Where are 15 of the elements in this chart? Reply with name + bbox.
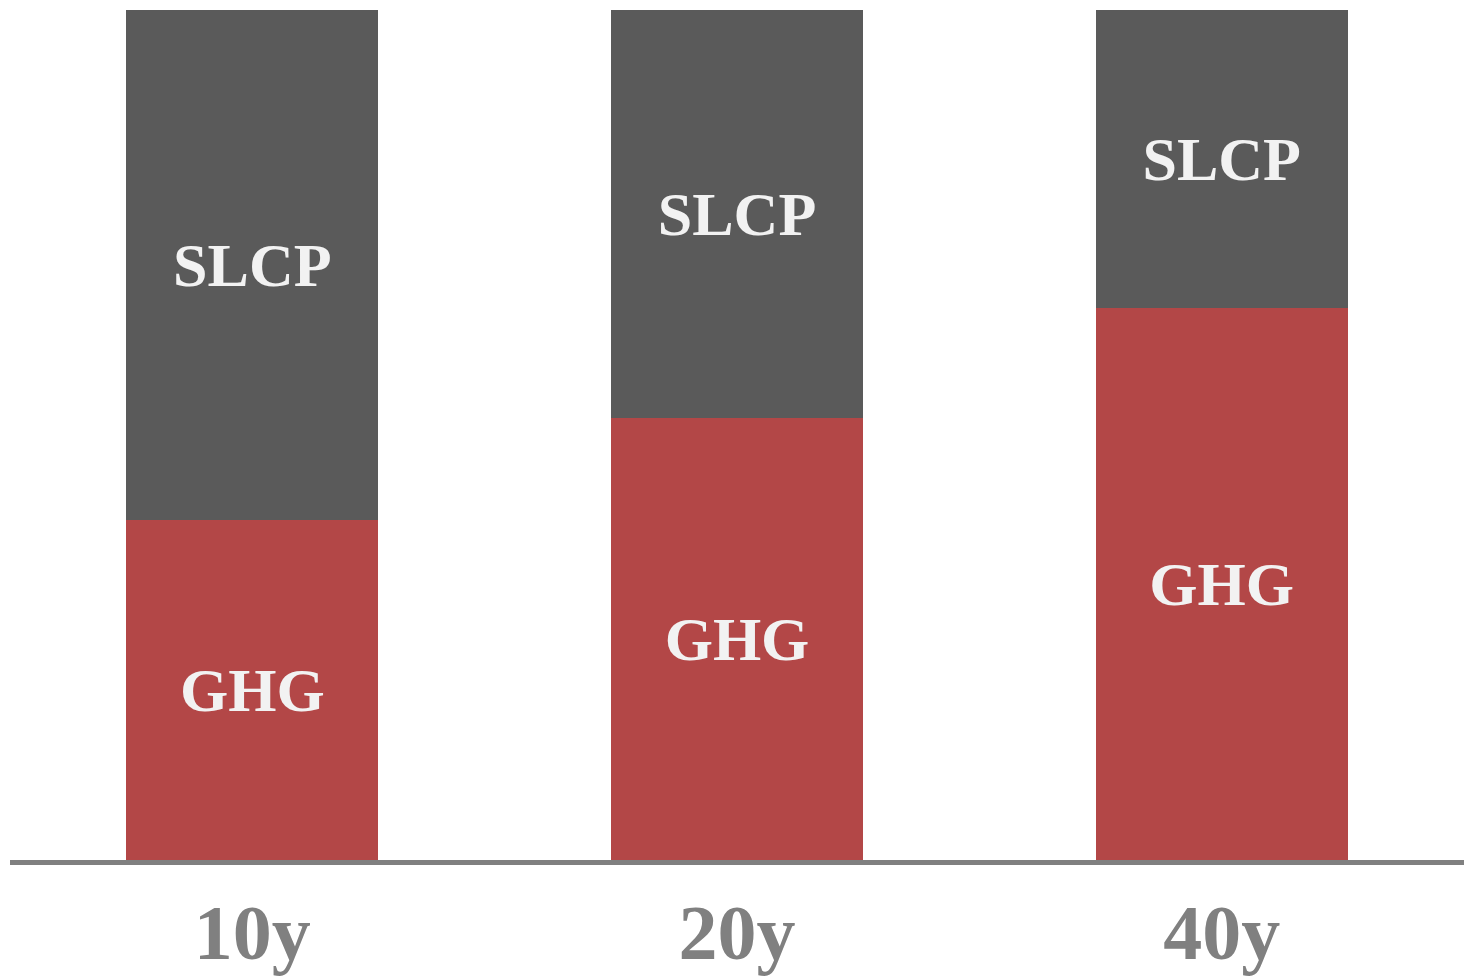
series-label: GHG <box>1149 549 1295 618</box>
series-label: SLCP <box>657 180 817 248</box>
text: GHG <box>664 605 810 673</box>
bar <box>1095 10 1348 308</box>
bar <box>126 10 379 520</box>
text: GHG <box>179 656 325 724</box>
x-tick-label: 40y <box>1163 888 1281 976</box>
bar <box>610 418 864 860</box>
bar <box>126 520 379 860</box>
bar <box>1095 307 1348 860</box>
x-tick-label: 20y <box>678 888 796 976</box>
text: SLCP <box>173 231 332 299</box>
text: SLCP <box>1142 124 1301 193</box>
x-tick-label: 10y <box>193 888 311 976</box>
bar <box>610 10 864 418</box>
